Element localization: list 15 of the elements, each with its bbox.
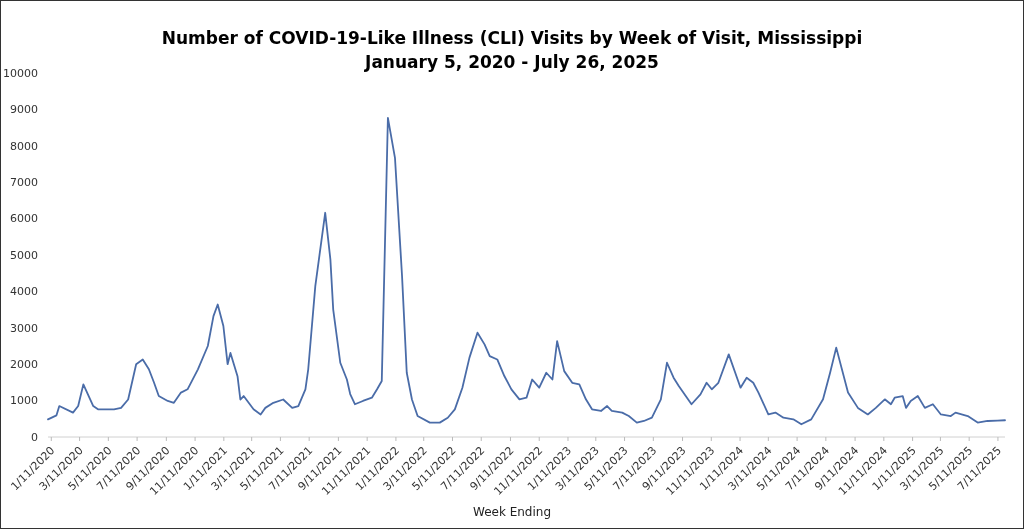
line-series <box>47 117 1006 426</box>
y-tick-label: 4000 <box>10 285 38 299</box>
chart-subtitle: January 5, 2020 - July 26, 2025 <box>364 52 659 72</box>
y-tick-label: 0 <box>31 430 38 444</box>
y-tick-label: 2000 <box>10 358 38 372</box>
y-tick-label: 10000 <box>3 66 38 80</box>
y-tick-label: 5000 <box>10 248 38 262</box>
y-tick-label: 1000 <box>10 394 38 408</box>
y-tick-label: 3000 <box>10 321 38 335</box>
y-tick-label: 9000 <box>10 103 38 117</box>
y-tick-label: 6000 <box>10 212 38 226</box>
y-tick-label: 7000 <box>10 176 38 190</box>
y-tick-label: 8000 <box>10 139 38 153</box>
x-axis-title: Week Ending <box>472 505 552 519</box>
chart-title: Number of COVID-19-Like Illness (CLI) Visits by Week of Visit, Mississippi <box>161 28 863 48</box>
